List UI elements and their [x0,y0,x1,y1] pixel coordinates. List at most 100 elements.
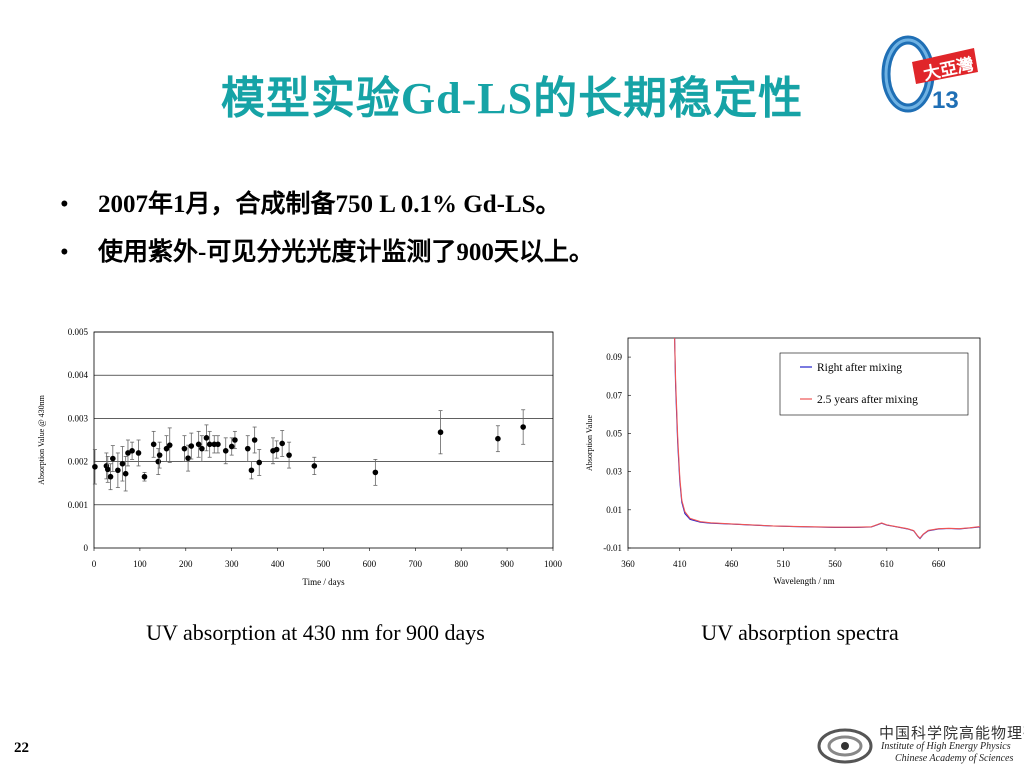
legend-label: Right after mixing [817,362,902,374]
x-tick-label: 460 [725,559,739,569]
y-axis-label: Absorption Value [585,415,594,472]
x-tick-label: 410 [673,559,687,569]
data-point [495,435,501,442]
data-point [199,445,205,452]
absorption-time-chart: 0 0.001 0.002 0.003 0.004 0.005 0 100 200 300 400 5… [30,322,575,592]
y-tick-label: 0 [84,543,89,553]
y-tick-label: 0.005 [68,327,89,337]
absorption-spectra-chart-svg: -0.01 0.01 0.03 0.05 0.07 0.09 360 410 460 510 560… [585,337,981,586]
academy-name-en: Chinese Academy of Sciences [895,753,1014,764]
plot-frame [627,337,981,549]
data-point [155,458,162,465]
data-point [286,452,292,458]
y-tick-label: 0.07 [606,390,622,400]
data-point [206,441,213,448]
y-tick-label: 0.002 [68,457,88,467]
data-point [520,424,526,430]
x-tick-label: 200 [179,559,193,569]
x-axis-label: Time / days [302,577,345,587]
bullet-item: • 2007年1月，合成制备750 L 0.1% Gd-LS。 [60,188,594,236]
y-tick-label: 0.05 [606,428,622,438]
absorption-spectra-chart: -0.01 0.01 0.03 0.05 0.07 0.09 360 410 460 510 560… [578,332,988,594]
daya-bay-theta13-logo: 大亞灣 13 [878,32,988,116]
data-point [437,429,444,436]
x-tick-label: 0 [92,559,97,569]
y-tick-label: 0.01 [606,505,622,515]
x-tick-label: 500 [317,559,331,569]
y-tick-label: 0.001 [68,500,88,510]
bullet-glyph: • [60,239,69,266]
x-tick-label: 360 [621,559,635,569]
x-tick-label: 400 [271,559,285,569]
bullet-item: • 使用紫外-可见分光光度计监测了900天以上。 [60,236,594,284]
institute-logo: 中国科学院高能物理研究所 Institute of High Energy Ph… [815,722,1024,766]
data-point [125,450,131,456]
logo-number: 13 [932,87,959,114]
data-point [166,442,173,448]
x-tick-label: 610 [880,559,894,569]
data-point [107,473,114,480]
x-tick-label: 600 [363,559,377,569]
data-point [311,463,318,469]
ihep-emblem-icon [817,728,873,764]
data-point [248,467,255,474]
data-point [92,463,98,470]
x-tick-label: 700 [409,559,423,569]
data-point [119,460,126,467]
data-point [110,455,116,462]
data-point [228,443,235,450]
institute-name-en: Institute of High Energy Physics [881,741,1011,752]
data-point [203,435,210,441]
y-tick-label: 0.004 [68,370,89,380]
data-point [195,441,202,448]
series-line-after-2-5-years [674,338,980,539]
x-tick-label: 510 [777,559,791,569]
y-tick-label: 0.03 [606,467,622,477]
data-point [156,452,163,458]
data-point [188,443,195,449]
data-point [222,448,229,454]
y-tick-label: -0.01 [603,543,622,553]
institute-name-cn: 中国科学院高能物理研究所 [879,724,1024,742]
data-point [115,467,121,474]
data-point [256,459,263,466]
page-number: 22 [14,740,29,756]
data-point [372,469,379,476]
data-point [244,445,251,452]
data-point [150,441,157,448]
x-tick-label: 800 [454,559,468,569]
x-tick-label: 560 [828,559,842,569]
y-tick-label: 0.003 [68,413,89,423]
x-tick-label: 100 [133,559,147,569]
bullet-list: • 2007年1月，合成制备750 L 0.1% Gd-LS。 • 使用紫外-可见分… [60,188,594,284]
data-point [251,437,258,443]
right-chart-caption: UV absorption spectra [701,620,899,645]
legend-label: 2.5 years after mixing [817,394,918,406]
data-point [232,437,238,443]
left-chart-caption: UV absorption at 430 nm for 900 days [146,620,485,645]
bullet-glyph: • [60,191,69,218]
absorption-time-chart-svg: 0 0.001 0.002 0.003 0.004 0.005 0 100 200 300 400 5… [37,327,563,587]
x-tick-label: 1000 [544,559,563,569]
x-tick-label: 660 [932,559,946,569]
bullet-text: 2007年1月，合成制备750 L 0.1% Gd-LS。 [98,191,561,218]
data-point [104,466,111,473]
data-point [129,448,135,454]
data-point [122,470,129,477]
data-point [135,450,142,456]
red-badge [912,48,978,84]
bullet-text: 使用紫外-可见分光光度计监测了900天以上。 [98,239,594,266]
y-tick-label: 0.09 [606,352,622,362]
data-point [273,446,280,453]
data-point [185,455,191,461]
data-point [215,441,221,448]
x-tick-label: 900 [500,559,514,569]
slide-title: 模型实验Gd-LS的长期稳定性 [220,74,804,123]
data-point [181,445,188,452]
x-axis-label: Wavelength / nm [773,576,834,586]
x-tick-label: 300 [225,559,239,569]
data-point [279,440,285,447]
legend-box [779,352,969,416]
plot-frame [93,331,554,549]
y-axis-label: Absorption Value @ 430nm [37,394,46,484]
